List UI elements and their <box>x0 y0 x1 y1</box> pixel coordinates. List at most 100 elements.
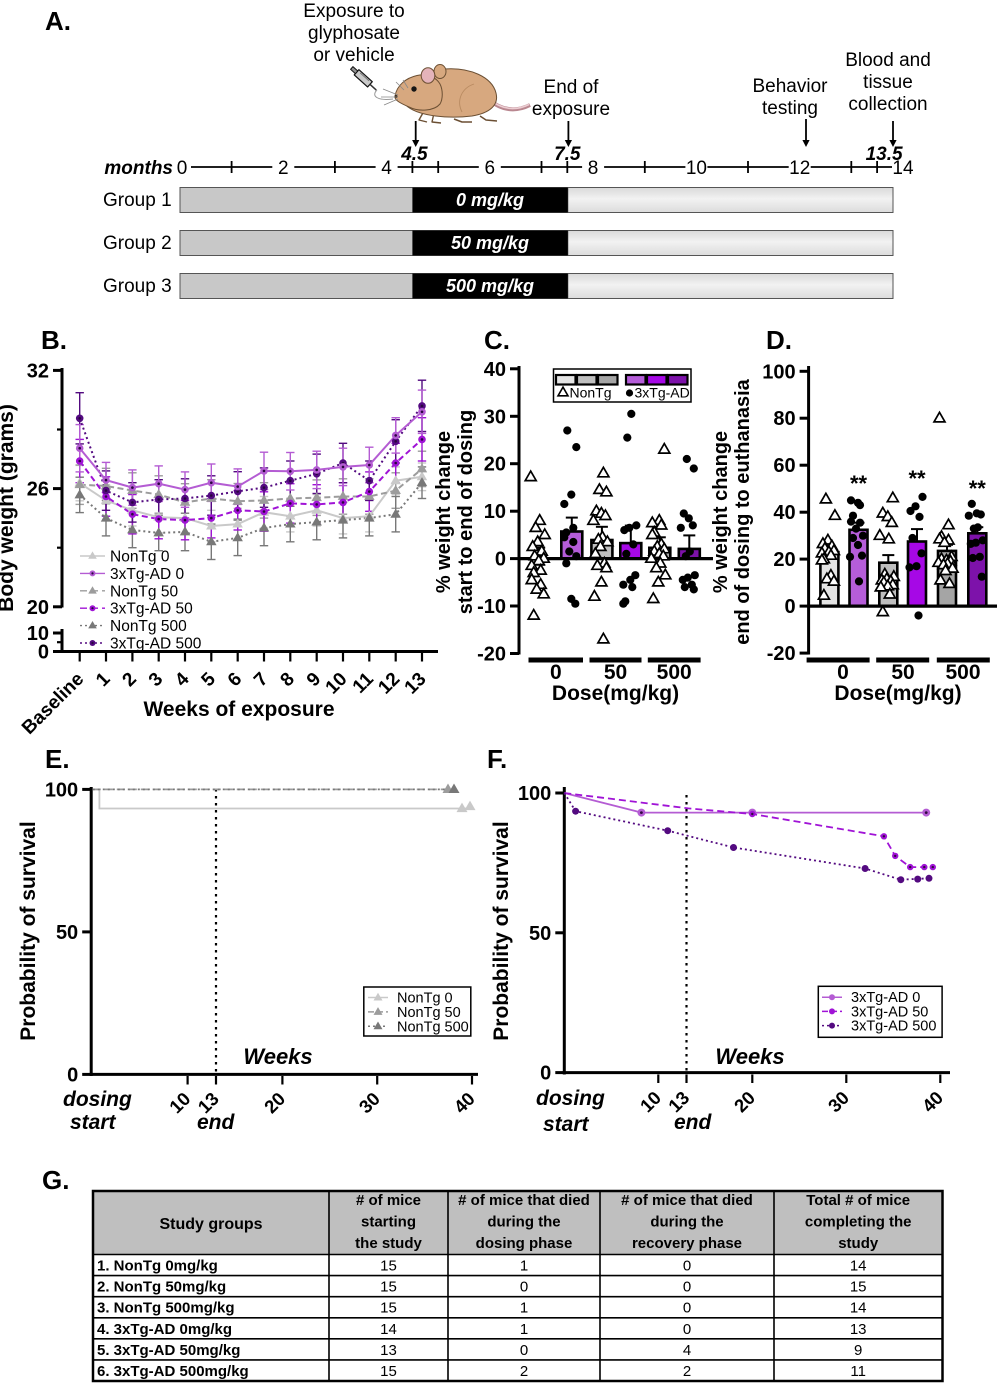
svg-text:Dose(mg/kg): Dose(mg/kg) <box>552 682 679 705</box>
svg-text:15: 15 <box>380 1300 397 1317</box>
svg-text:100: 100 <box>45 779 78 801</box>
svg-text:Total # of mice: Total # of mice <box>806 1192 910 1209</box>
svg-text:3xTg-AD 50: 3xTg-AD 50 <box>110 601 193 618</box>
svg-text:2: 2 <box>520 1363 528 1380</box>
svg-text:Group 1: Group 1 <box>103 190 172 211</box>
svg-text:2: 2 <box>683 1363 691 1380</box>
svg-text:500: 500 <box>945 661 980 684</box>
svg-text:0: 0 <box>683 1279 691 1296</box>
svg-text:6: 6 <box>485 158 496 179</box>
svg-text:0: 0 <box>837 661 849 684</box>
svg-text:8: 8 <box>588 158 599 179</box>
svg-text:0: 0 <box>683 1258 691 1275</box>
svg-text:start: start <box>543 1113 590 1136</box>
svg-text:30: 30 <box>484 406 506 428</box>
svg-text:0: 0 <box>520 1342 528 1359</box>
svg-text:14: 14 <box>380 1321 397 1338</box>
svg-text:Weeks: Weeks <box>715 1044 784 1069</box>
svg-text:starting: starting <box>361 1214 416 1231</box>
svg-text:0: 0 <box>683 1321 691 1338</box>
svg-text:completing the: completing the <box>805 1214 912 1231</box>
svg-text:50 mg/kg: 50 mg/kg <box>451 233 529 253</box>
svg-text:0: 0 <box>38 642 49 664</box>
svg-text:1: 1 <box>520 1258 528 1275</box>
svg-text:**: ** <box>969 476 987 501</box>
svg-text:Weeks: Weeks <box>243 1044 312 1069</box>
svg-text:0: 0 <box>520 1279 528 1296</box>
svg-text:Probability of survival: Probability of survival <box>17 821 40 1040</box>
svg-text:E.: E. <box>45 744 70 774</box>
svg-text:10: 10 <box>484 501 506 523</box>
svg-text:2. NonTg 50mg/kg: 2. NonTg 50mg/kg <box>97 1279 226 1296</box>
svg-text:Probability of survival: Probability of survival <box>490 821 513 1040</box>
svg-text:exposure: exposure <box>532 99 610 120</box>
svg-text:0: 0 <box>683 1300 691 1317</box>
svg-text:40: 40 <box>484 359 506 381</box>
svg-text:NonTg 0: NonTg 0 <box>397 991 453 1007</box>
svg-text:10: 10 <box>686 158 707 179</box>
svg-text:60: 60 <box>773 455 795 477</box>
svg-text:or vehicle: or vehicle <box>313 45 394 66</box>
svg-text:% weight change: % weight change <box>710 431 732 593</box>
svg-text:testing: testing <box>762 98 818 119</box>
svg-text:50: 50 <box>604 661 627 684</box>
svg-text:NonTg 500: NonTg 500 <box>397 1019 469 1035</box>
svg-text:the study: the study <box>355 1235 422 1252</box>
svg-text:Dose(mg/kg): Dose(mg/kg) <box>834 682 961 705</box>
svg-text:100: 100 <box>518 783 551 805</box>
svg-text:% weight change: % weight change <box>433 431 455 593</box>
svg-text:0 mg/kg: 0 mg/kg <box>456 190 524 210</box>
svg-text:-20: -20 <box>767 643 796 665</box>
svg-text:15: 15 <box>380 1258 397 1275</box>
svg-text:26: 26 <box>27 479 49 501</box>
svg-text:dosing: dosing <box>63 1088 132 1111</box>
svg-text:3xTg-AD 500: 3xTg-AD 500 <box>110 636 202 653</box>
svg-text:collection: collection <box>848 94 927 115</box>
svg-text:A.: A. <box>45 6 71 36</box>
svg-text:14: 14 <box>850 1300 867 1317</box>
svg-text:15: 15 <box>380 1363 397 1380</box>
svg-text:0: 0 <box>495 549 506 571</box>
svg-text:start to end of dosing: start to end of dosing <box>455 410 477 614</box>
svg-text:4: 4 <box>683 1342 691 1359</box>
svg-text:15: 15 <box>380 1279 397 1296</box>
svg-text:NonTg 50: NonTg 50 <box>397 1005 461 1021</box>
svg-text:Group 3: Group 3 <box>103 276 172 297</box>
svg-text:tissue: tissue <box>863 72 913 93</box>
svg-text:3xTg-AD 50: 3xTg-AD 50 <box>851 1004 928 1020</box>
svg-text:5. 3xTg-AD 50mg/kg: 5. 3xTg-AD 50mg/kg <box>97 1342 240 1359</box>
svg-text:11: 11 <box>850 1363 866 1380</box>
svg-text:100: 100 <box>762 361 795 383</box>
svg-text:13: 13 <box>850 1321 867 1338</box>
svg-text:4.5: 4.5 <box>400 144 428 165</box>
svg-text:50: 50 <box>891 661 914 684</box>
svg-text:during the: during the <box>650 1214 723 1231</box>
svg-text:NonTg 0: NonTg 0 <box>110 549 170 566</box>
svg-text:0: 0 <box>540 1063 551 1085</box>
svg-text:0: 0 <box>550 661 562 684</box>
svg-text:1. NonTg 0mg/kg: 1. NonTg 0mg/kg <box>97 1258 218 1275</box>
svg-text:0: 0 <box>784 596 795 618</box>
svg-text:14: 14 <box>850 1258 867 1275</box>
svg-text:1: 1 <box>520 1321 528 1338</box>
svg-text:1: 1 <box>520 1300 528 1317</box>
svg-text:3xTg-AD 0: 3xTg-AD 0 <box>110 566 184 583</box>
svg-text:C.: C. <box>484 325 510 355</box>
svg-text:12: 12 <box>789 158 810 179</box>
svg-text:13.5: 13.5 <box>866 144 903 165</box>
svg-text:recovery phase: recovery phase <box>632 1235 742 1252</box>
svg-text:3xTg-AD: 3xTg-AD <box>635 385 690 401</box>
svg-text:20: 20 <box>27 597 49 619</box>
svg-text:40: 40 <box>773 502 795 524</box>
svg-text:start: start <box>70 1111 117 1134</box>
svg-text:-10: -10 <box>477 596 506 618</box>
svg-text:# of mice that died: # of mice that died <box>458 1192 590 1209</box>
svg-text:32: 32 <box>27 360 49 382</box>
svg-text:Body weight (grams): Body weight (grams) <box>0 404 18 612</box>
svg-text:9: 9 <box>854 1342 862 1359</box>
svg-text:# of mice that died: # of mice that died <box>621 1192 753 1209</box>
svg-text:50: 50 <box>529 923 551 945</box>
svg-text:14: 14 <box>892 158 914 179</box>
svg-text:3. NonTg 500mg/kg: 3. NonTg 500mg/kg <box>97 1300 235 1317</box>
svg-text:NonTg 500: NonTg 500 <box>110 618 187 635</box>
